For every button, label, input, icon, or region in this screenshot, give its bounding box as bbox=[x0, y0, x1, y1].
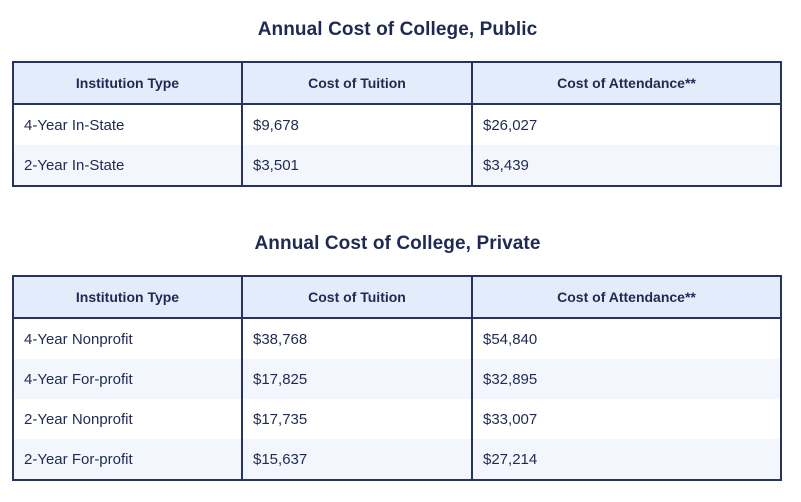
attendance-cell: $3,439 bbox=[472, 145, 781, 186]
tuition-cell: $9,678 bbox=[242, 104, 473, 145]
institution-type-cell: 4-Year In-State bbox=[13, 104, 243, 145]
column-header-cost-of-tuition: Cost of Tuition bbox=[242, 276, 473, 319]
tuition-cell: $15,637 bbox=[242, 439, 473, 480]
institution-type-cell: 2-Year Nonprofit bbox=[13, 399, 243, 439]
column-header-cost-of-attendance: Cost of Attendance** bbox=[472, 276, 781, 319]
table-header-row: Institution Type Cost of Tuition Cost of… bbox=[13, 276, 781, 319]
tuition-cell: $17,825 bbox=[242, 359, 473, 399]
institution-type-cell: 4-Year For-profit bbox=[13, 359, 243, 399]
tuition-cell: $3,501 bbox=[242, 145, 473, 186]
table-row: 4-Year In-State $9,678 $26,027 bbox=[13, 104, 781, 145]
public-cost-table: Institution Type Cost of Tuition Cost of… bbox=[12, 61, 782, 187]
attendance-cell: $26,027 bbox=[472, 104, 781, 145]
column-header-cost-of-attendance: Cost of Attendance** bbox=[472, 62, 781, 105]
column-header-institution-type: Institution Type bbox=[13, 62, 243, 105]
private-table-title: Annual Cost of College, Private bbox=[254, 233, 541, 254]
tuition-cell: $38,768 bbox=[242, 318, 473, 359]
institution-type-cell: 4-Year Nonprofit bbox=[13, 318, 243, 359]
column-header-cost-of-tuition: Cost of Tuition bbox=[242, 62, 473, 105]
table-row: 2-Year For-profit $15,637 $27,214 bbox=[13, 439, 781, 480]
private-cost-table: Institution Type Cost of Tuition Cost of… bbox=[12, 275, 782, 481]
table-row: 4-Year For-profit $17,825 $32,895 bbox=[13, 359, 781, 399]
column-header-institution-type: Institution Type bbox=[13, 276, 243, 319]
table-header-row: Institution Type Cost of Tuition Cost of… bbox=[13, 62, 781, 105]
attendance-cell: $33,007 bbox=[472, 399, 781, 439]
table-row: 2-Year Nonprofit $17,735 $33,007 bbox=[13, 399, 781, 439]
table-row: 4-Year Nonprofit $38,768 $54,840 bbox=[13, 318, 781, 359]
public-table-title: Annual Cost of College, Public bbox=[257, 19, 538, 40]
tuition-cell: $17,735 bbox=[242, 399, 473, 439]
attendance-cell: $27,214 bbox=[472, 439, 781, 480]
attendance-cell: $32,895 bbox=[472, 359, 781, 399]
attendance-cell: $54,840 bbox=[472, 318, 781, 359]
table-row: 2-Year In-State $3,501 $3,439 bbox=[13, 145, 781, 186]
institution-type-cell: 2-Year For-profit bbox=[13, 439, 243, 480]
institution-type-cell: 2-Year In-State bbox=[13, 145, 243, 186]
